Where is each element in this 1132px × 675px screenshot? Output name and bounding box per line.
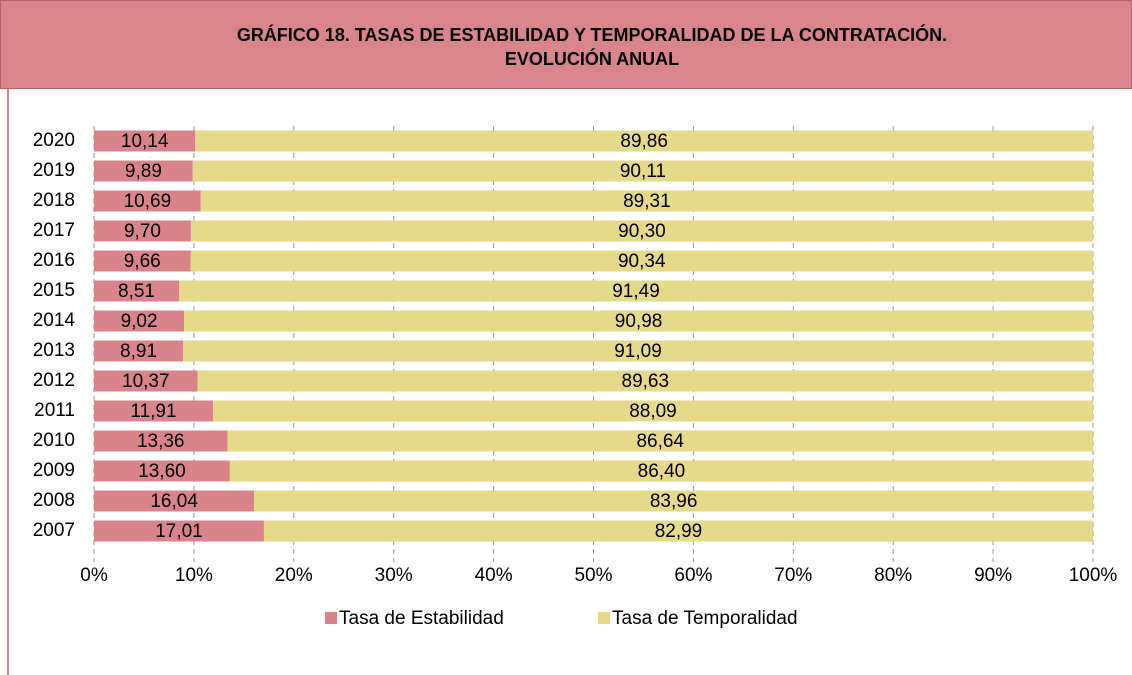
bar-segment <box>200 190 1094 212</box>
data-label: 83,96 <box>650 491 698 512</box>
bar-segment <box>94 280 180 302</box>
data-label: 8,51 <box>118 281 155 302</box>
chart-title: GRÁFICO 18. TASAS DE ESTABILIDAD Y TEMPO… <box>237 24 947 45</box>
y-tick-label: 2013 <box>33 340 75 361</box>
bar-segment <box>263 520 1093 542</box>
y-tick-label: 2016 <box>33 250 75 271</box>
legend-label: Tasa de Temporalidad <box>612 608 798 629</box>
legend-label: Tasa de Estabilidad <box>339 608 504 629</box>
data-label: 11,91 <box>130 401 176 422</box>
data-label: 88,09 <box>629 401 677 422</box>
bar-segment <box>94 490 255 512</box>
data-label: 8,91 <box>120 341 157 362</box>
x-tick-label: 70% <box>774 565 812 586</box>
bar-segment <box>94 160 193 182</box>
data-label: 89,31 <box>623 191 671 212</box>
data-label: 10,37 <box>122 371 170 392</box>
x-tick-label: 0% <box>80 565 108 586</box>
bar-segment <box>229 460 1093 482</box>
y-tick-label: 2010 <box>33 430 75 451</box>
y-tick-label: 2020 <box>33 130 75 151</box>
y-tick-label: 2012 <box>33 370 75 391</box>
x-tick-label: 10% <box>175 565 213 586</box>
x-tick-label: 80% <box>874 565 912 586</box>
x-tick-label: 100% <box>1069 565 1118 586</box>
y-tick-label: 2009 <box>33 460 75 481</box>
data-label: 90,11 <box>620 161 666 182</box>
data-label: 91,49 <box>612 281 660 302</box>
data-label: 10,14 <box>121 131 169 152</box>
data-label: 82,99 <box>655 521 703 542</box>
bar-segment <box>254 490 1093 512</box>
data-label: 9,66 <box>124 251 161 272</box>
x-tick-label: 40% <box>475 565 513 586</box>
data-label: 89,86 <box>620 131 668 152</box>
bar-segment <box>94 520 264 542</box>
x-tick-label: 60% <box>674 565 712 586</box>
bar-segment <box>94 220 191 242</box>
legend-swatch <box>325 612 337 624</box>
data-label: 9,70 <box>124 221 161 242</box>
bar-segment <box>212 400 1093 422</box>
data-label: 9,89 <box>125 161 162 182</box>
data-label: 16,04 <box>150 491 198 512</box>
bar-segment <box>197 370 1093 392</box>
bar-segment <box>94 190 201 212</box>
bar-segment <box>190 220 1093 242</box>
bar-segment <box>94 370 198 392</box>
data-label: 89,63 <box>622 371 670 392</box>
y-tick-label: 2008 <box>33 490 75 511</box>
bar-segment <box>192 160 1094 182</box>
bar-segment <box>94 310 185 332</box>
bar-segment <box>94 250 191 272</box>
legend-swatch <box>598 612 610 624</box>
data-label: 86,40 <box>638 461 686 482</box>
x-tick-label: 90% <box>974 565 1012 586</box>
bar-segment <box>179 280 1093 302</box>
x-tick-label: 20% <box>275 565 313 586</box>
data-label: 86,64 <box>636 431 684 452</box>
bar-segment <box>94 430 228 452</box>
x-tick-label: 50% <box>574 565 612 586</box>
y-tick-label: 2019 <box>33 160 75 181</box>
bar-segment <box>190 250 1093 272</box>
data-label: 13,36 <box>137 431 185 452</box>
bar-segment <box>183 340 1094 362</box>
y-tick-label: 2007 <box>33 520 75 541</box>
bar-segment <box>94 400 213 422</box>
y-tick-label: 2017 <box>33 220 75 241</box>
y-tick-label: 2015 <box>33 280 75 301</box>
bar-segment <box>227 430 1093 452</box>
chart-title: EVOLUCIÓN ANUAL <box>505 48 679 69</box>
y-tick-label: 2014 <box>33 310 76 331</box>
y-tick-label: 2011 <box>34 400 75 421</box>
y-tick-label: 2018 <box>33 190 75 211</box>
bar-segment <box>94 460 230 482</box>
x-tick-label: 30% <box>375 565 413 586</box>
data-label: 91,09 <box>614 341 662 362</box>
data-label: 13,60 <box>138 461 186 482</box>
bar-segment <box>184 310 1093 332</box>
data-label: 90,30 <box>618 221 666 242</box>
data-label: 9,02 <box>121 311 158 332</box>
bar-segment <box>94 130 196 152</box>
data-label: 90,98 <box>615 311 663 332</box>
data-label: 10,69 <box>124 191 172 212</box>
data-label: 17,01 <box>155 521 203 542</box>
bar-segment <box>195 130 1094 152</box>
title-band <box>0 0 1132 89</box>
data-label: 90,34 <box>618 251 666 272</box>
bar-segment <box>94 340 184 362</box>
